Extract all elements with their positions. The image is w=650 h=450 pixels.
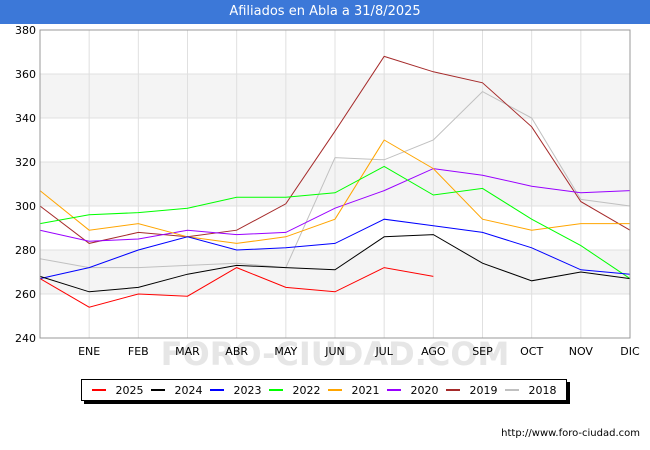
legend-label: 2023 — [233, 383, 262, 397]
x-tick-label: AGO — [421, 345, 446, 358]
legend-swatch — [91, 389, 106, 391]
x-tick-label: SEP — [472, 345, 493, 358]
legend-swatch — [209, 389, 224, 391]
footer-url: http://www.foro-ciudad.com — [501, 428, 640, 439]
legend-swatch — [445, 389, 460, 391]
watermark: FORO-CIUDAD.COM — [161, 335, 510, 373]
legend-item-2024: 2024 — [150, 383, 203, 397]
y-tick-label: 280 — [15, 244, 36, 257]
y-tick-label: 360 — [15, 68, 36, 81]
legend-item-2023: 2023 — [209, 383, 262, 397]
legend-item-2022: 2022 — [268, 383, 321, 397]
chart-legend: 2025 2024 2023 2022 2021 2020 2019 2018 — [81, 379, 567, 401]
x-tick-label: NOV — [569, 345, 594, 358]
y-axis-ticks: 240 260 280 300 320 340 360 380 — [15, 24, 36, 345]
legend-item-2019: 2019 — [445, 383, 498, 397]
plot-border — [39, 29, 631, 339]
legend-swatch — [327, 389, 342, 391]
series-line-2024 — [39, 234, 631, 293]
x-tick-label: MAR — [175, 345, 200, 358]
legend-label: 2024 — [174, 383, 203, 397]
x-tick-label: JUN — [324, 345, 345, 358]
chart-series — [39, 55, 631, 308]
x-tick-label: OCT — [520, 345, 543, 358]
legend-swatch — [268, 389, 283, 391]
legend-item-2020: 2020 — [386, 383, 439, 397]
series-line-2022 — [39, 165, 631, 280]
legend-label: 2019 — [469, 383, 498, 397]
legend-label: 2022 — [292, 383, 321, 397]
y-tick-label: 380 — [15, 24, 36, 37]
y-tick-label: 240 — [15, 332, 36, 345]
y-tick-label: 340 — [15, 112, 36, 125]
x-tick-label: FEB — [128, 345, 149, 358]
series-line-2020 — [39, 168, 631, 242]
legend-label: 2021 — [351, 383, 380, 397]
legend-swatch — [504, 389, 519, 391]
legend-swatch — [150, 389, 165, 391]
series-line-2023 — [39, 218, 631, 280]
plot-frame — [39, 29, 631, 339]
series-line-2021 — [39, 139, 630, 244]
y-tick-label: 300 — [15, 200, 36, 213]
legend-item-2025: 2025 — [91, 383, 144, 397]
x-tick-label: ABR — [225, 345, 248, 358]
x-axis-ticks: ENE FEB MAR ABR MAY JUN JUL AGO SEP OCT NOV DIC — [78, 345, 640, 358]
legend-label: 2025 — [115, 383, 144, 397]
legend-label: 2020 — [410, 383, 439, 397]
x-tick-label: DIC — [620, 345, 640, 358]
legend-item-2021: 2021 — [327, 383, 380, 397]
x-tick-label: ENE — [78, 345, 100, 358]
x-tick-label: JUL — [374, 345, 393, 358]
series-line-2019 — [39, 55, 631, 244]
chart-title: Afiliados en Abla a 31/8/2025 — [0, 0, 650, 24]
legend-item-2018: 2018 — [504, 383, 557, 397]
y-tick-label: 320 — [15, 156, 36, 169]
series-line-2018 — [39, 90, 631, 269]
legend-swatch — [386, 389, 401, 391]
legend-label: 2018 — [528, 383, 557, 397]
x-tick-label: MAY — [274, 345, 297, 358]
series-line-2025 — [39, 267, 434, 308]
y-tick-label: 260 — [15, 288, 36, 301]
